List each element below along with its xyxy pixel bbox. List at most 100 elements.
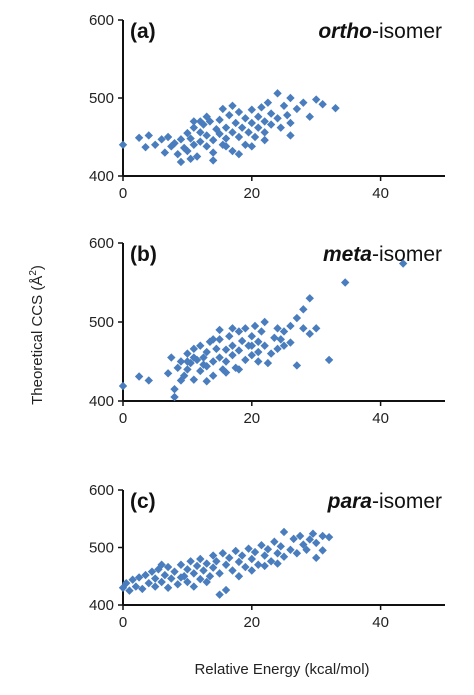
data-point <box>215 353 224 362</box>
data-point <box>160 148 170 157</box>
data-point <box>118 381 128 391</box>
data-point <box>340 278 350 287</box>
data-point <box>279 341 289 350</box>
data-point <box>241 324 250 333</box>
data-point <box>215 335 224 344</box>
data-point <box>254 337 263 346</box>
data-point <box>234 572 244 581</box>
data-point <box>273 549 282 558</box>
data-point <box>208 335 218 344</box>
data-point <box>125 586 134 595</box>
data-point <box>176 357 186 366</box>
data-point <box>228 146 237 156</box>
data-point <box>157 560 166 569</box>
data-point <box>305 535 314 544</box>
data-point <box>176 573 186 582</box>
data-point <box>221 585 231 595</box>
x-tick-label: 20 <box>243 410 260 427</box>
data-point <box>221 345 231 354</box>
data-point <box>134 372 144 381</box>
data-point <box>196 366 205 376</box>
data-point <box>231 546 240 556</box>
data-point <box>199 120 208 129</box>
data-point <box>257 541 266 550</box>
data-point <box>199 353 208 362</box>
data-point <box>247 566 256 575</box>
data-point <box>173 363 182 373</box>
data-point <box>221 357 231 366</box>
data-point <box>302 545 311 554</box>
data-point <box>228 128 237 137</box>
data-point <box>292 549 302 558</box>
data-point <box>250 321 260 331</box>
data-point <box>299 98 308 107</box>
data-point <box>173 149 182 159</box>
data-point <box>276 542 285 551</box>
data-point <box>173 580 182 589</box>
data-point <box>202 131 211 140</box>
data-point <box>324 355 334 365</box>
data-point <box>151 140 160 149</box>
data-point <box>189 117 199 126</box>
data-point <box>241 355 250 365</box>
data-point <box>234 365 244 374</box>
data-point <box>151 582 160 591</box>
data-point <box>215 569 224 578</box>
data-point <box>312 95 321 104</box>
data-point <box>141 570 150 580</box>
data-point <box>299 305 308 314</box>
data-point <box>186 557 195 566</box>
data-point <box>208 357 218 366</box>
data-point <box>205 117 215 126</box>
data-point <box>270 537 279 546</box>
data-point <box>167 142 176 151</box>
data-point <box>260 117 269 126</box>
data-point <box>305 329 314 339</box>
data-point <box>234 132 244 142</box>
data-point <box>286 131 295 140</box>
data-point <box>273 324 282 333</box>
data-point <box>170 392 179 402</box>
data-point <box>221 123 231 132</box>
data-point <box>254 347 263 357</box>
data-point <box>208 156 218 165</box>
isomer-title: meta-isomer <box>323 243 442 266</box>
data-point <box>260 551 269 560</box>
data-point <box>202 377 211 386</box>
data-point <box>144 131 153 140</box>
data-point <box>247 554 256 564</box>
data-point <box>299 324 308 333</box>
data-point <box>228 341 237 350</box>
series-points <box>118 527 334 599</box>
data-point <box>244 128 253 137</box>
data-point <box>305 294 314 303</box>
data-point <box>208 135 218 145</box>
x-tick-label: 0 <box>119 410 127 427</box>
data-point <box>237 123 247 132</box>
panel-a: 400 500 600 0 20 40 (a) ortho-isomer <box>89 12 445 202</box>
data-point <box>144 578 153 588</box>
data-point <box>189 582 199 591</box>
data-point <box>183 349 192 358</box>
data-point <box>257 327 266 336</box>
data-point <box>183 128 192 138</box>
data-point <box>312 553 321 563</box>
data-point <box>260 128 269 137</box>
data-point <box>398 259 408 268</box>
data-point <box>221 560 231 569</box>
data-point <box>312 324 321 333</box>
series-points <box>118 259 408 402</box>
data-point <box>225 553 234 563</box>
data-point <box>160 570 170 580</box>
data-point <box>147 567 157 576</box>
data-point <box>234 346 244 355</box>
data-point <box>231 118 240 128</box>
data-point <box>263 98 273 107</box>
data-point <box>305 112 314 121</box>
x-tick-label: 0 <box>119 185 127 202</box>
y-tick-label: 400 <box>89 597 114 614</box>
y-tick-label: 400 <box>89 393 114 410</box>
data-point <box>286 321 295 331</box>
data-point <box>228 324 237 333</box>
